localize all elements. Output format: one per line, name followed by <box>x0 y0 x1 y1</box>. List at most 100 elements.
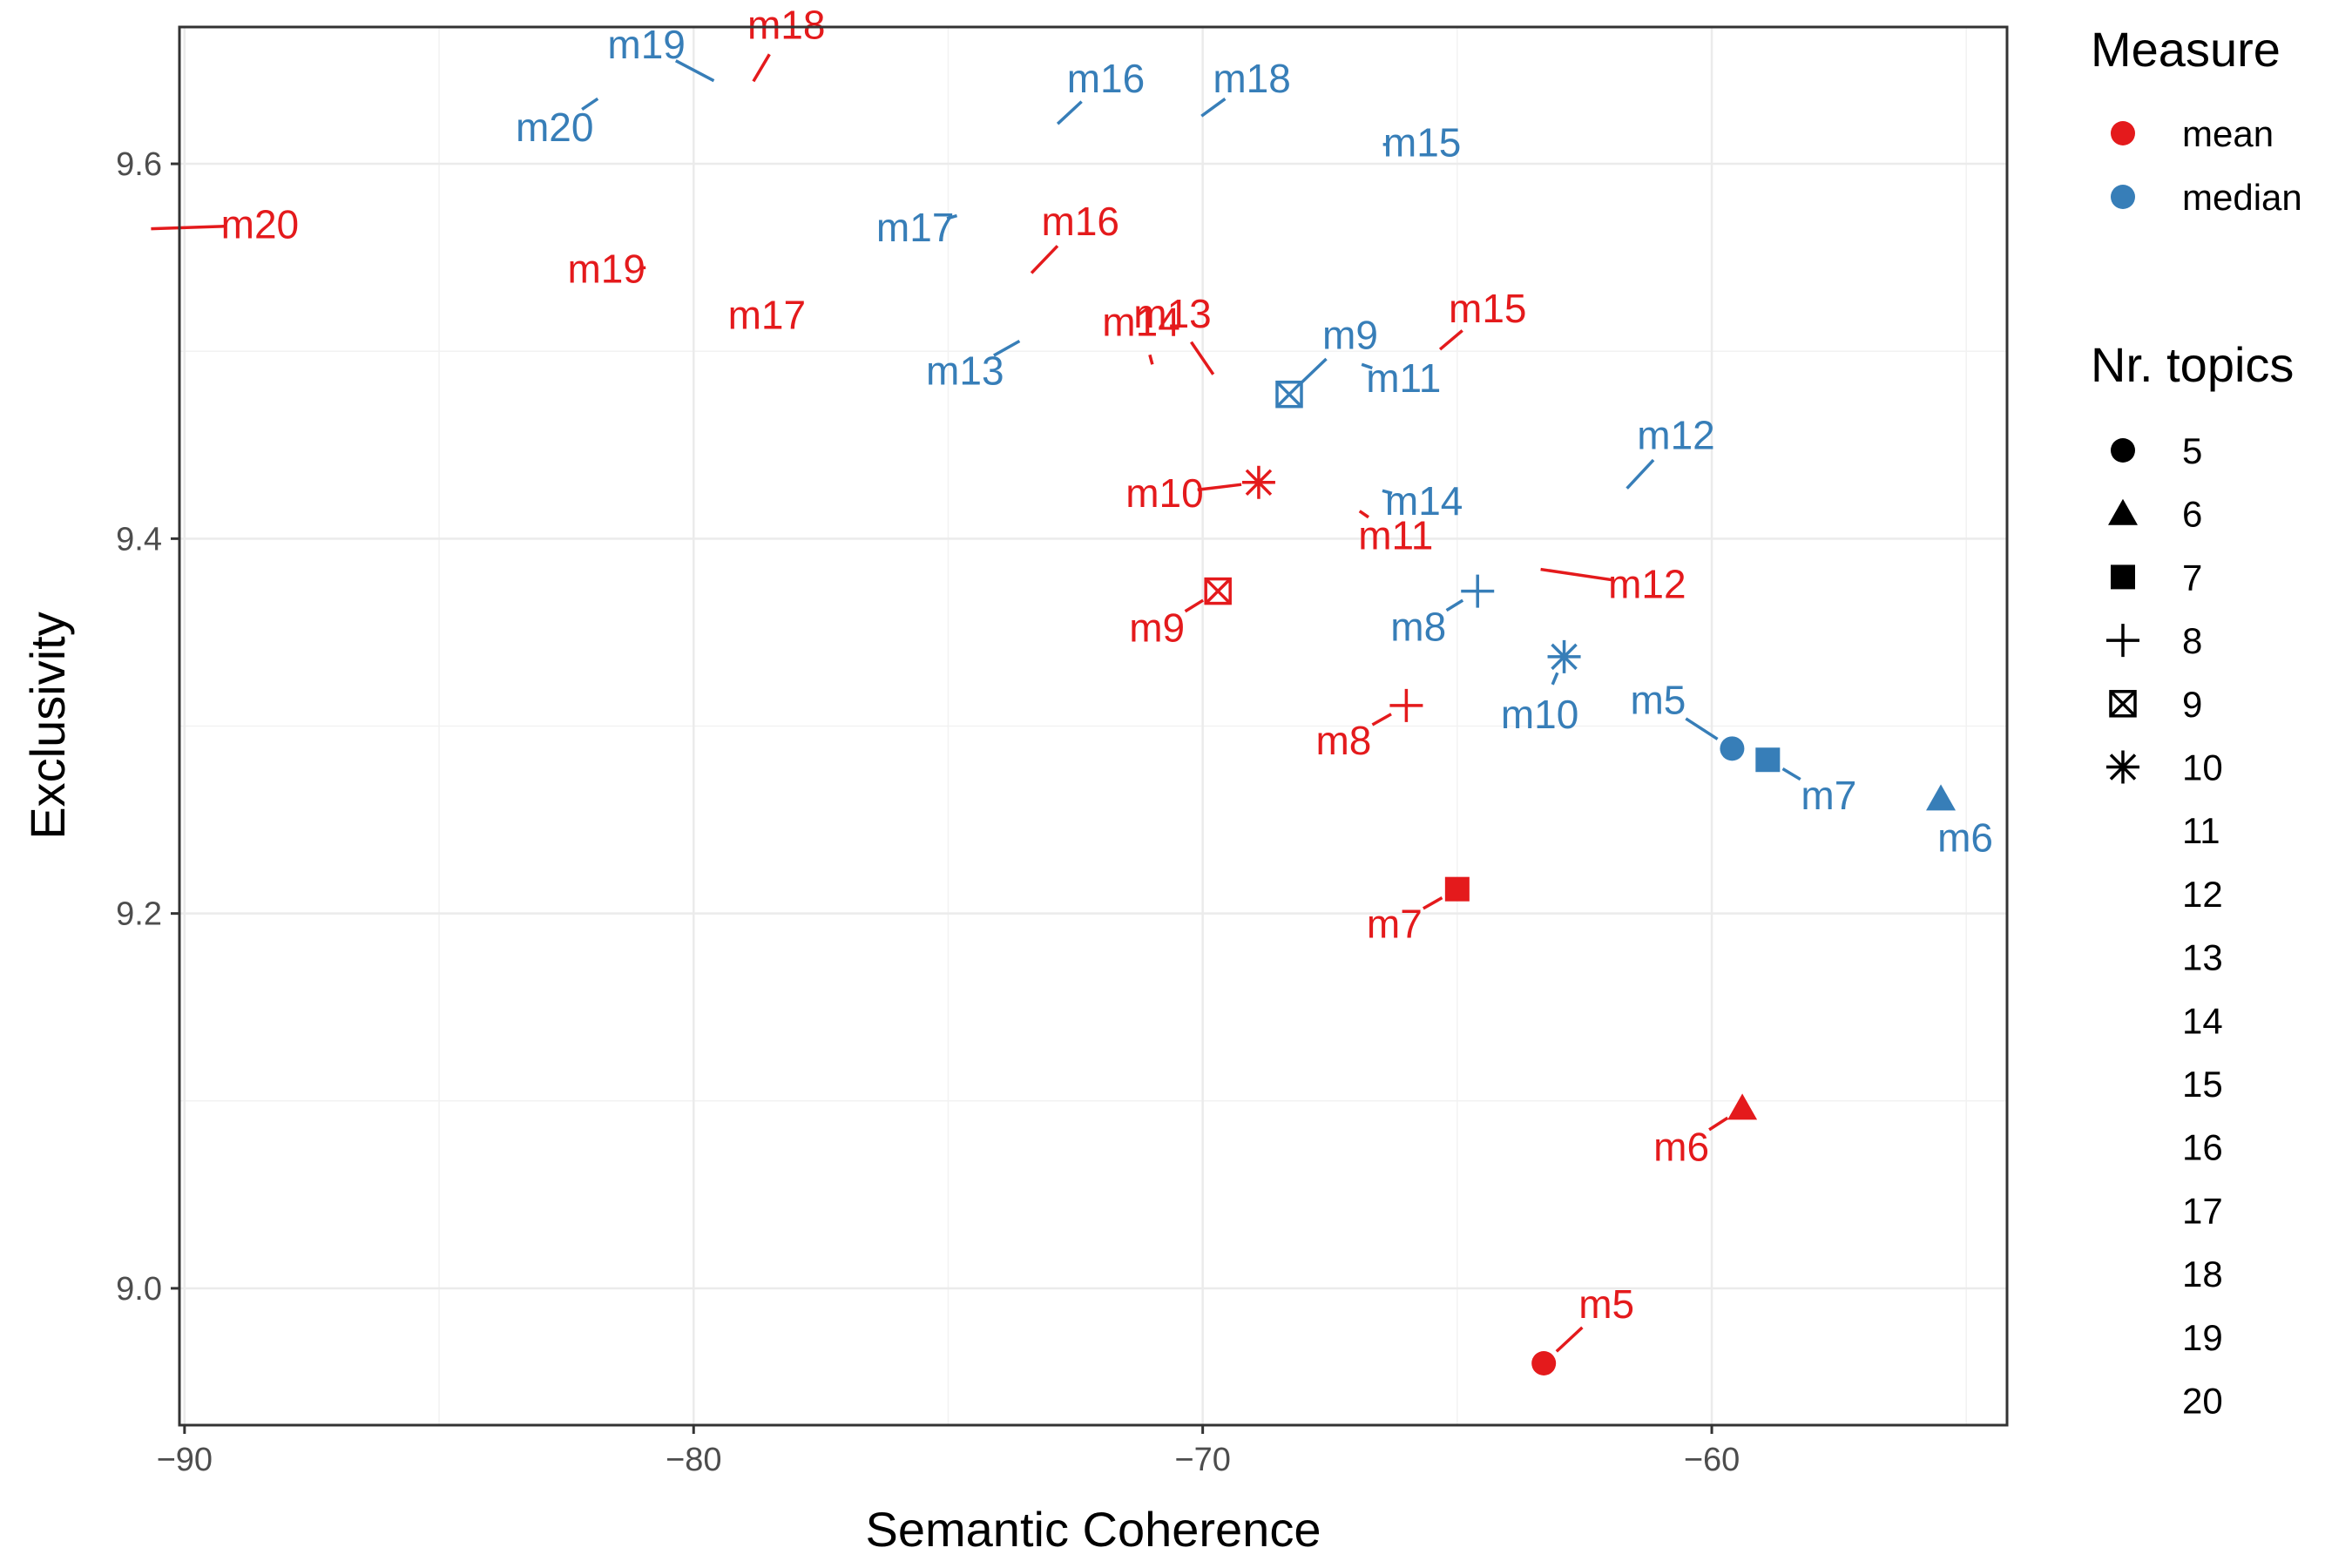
median-point-m7 <box>1755 747 1781 773</box>
median-label-m10: m10 <box>1501 692 1578 737</box>
mean-point-m6-triangle <box>1727 1093 1758 1120</box>
legend-label-topics-7: 7 <box>2182 557 2202 598</box>
mean-label-m10: m10 <box>1125 470 1203 516</box>
mean-point-m7-square <box>1444 876 1470 902</box>
median-label-m11: m11 <box>1366 355 1441 401</box>
y-tick-label-2: 9.4 <box>116 521 162 558</box>
legend-items: mean median 5 6 7 8 9 10 11 12 13 14 15 16 17 18 19 20 <box>2106 113 2302 1422</box>
mean-label-m14: m14 <box>1102 300 1179 345</box>
axes: −90 −80 −70 −60 9.0 9.2 9.4 9.6 <box>116 146 1740 1478</box>
median-leader-m12 <box>1625 458 1655 490</box>
legend-label-topics-18: 18 <box>2182 1254 2223 1294</box>
median-leader-m10 <box>1551 672 1559 686</box>
legend-label-topics-8: 8 <box>2182 620 2202 661</box>
median-label-m14: m14 <box>1385 478 1463 524</box>
legend-key-median <box>2111 185 2135 209</box>
median-label-m16: m16 <box>1067 56 1145 101</box>
legend-label-topics-20: 20 <box>2182 1381 2223 1422</box>
legend-key-topics-10 <box>2106 750 2139 784</box>
y-tick-label-3: 9.6 <box>116 146 162 183</box>
mean-leader-m14 <box>1148 354 1154 365</box>
legend-label-topics-13: 13 <box>2182 937 2223 978</box>
median-point-m9-box <box>1275 380 1303 409</box>
legend-label-median: median <box>2182 177 2302 218</box>
mean-point-m6 <box>1727 1093 1758 1120</box>
legend-key-topics-8-plus <box>2106 624 2139 658</box>
legend-label-topics-16: 16 <box>2182 1127 2223 1168</box>
mean-label-m13: m13 <box>1133 291 1211 336</box>
legend-label-topics-19: 19 <box>2182 1317 2223 1358</box>
legend-key-topics-9-cross <box>2109 690 2137 718</box>
median-point-m5 <box>1720 736 1745 761</box>
mean-point-m9-cross <box>1204 578 1232 605</box>
mean-leader-m12 <box>1540 567 1615 582</box>
legend-key-mean <box>2111 121 2135 145</box>
median-label-m19: m19 <box>607 22 685 67</box>
legend-label-topics-9: 9 <box>2182 684 2202 725</box>
median-point-m10 <box>1547 639 1581 673</box>
median-label-m5: m5 <box>1630 677 1686 722</box>
mean-label-m19: m19 <box>567 246 645 291</box>
legend-label-topics-17: 17 <box>2182 1190 2223 1231</box>
median-label-m17: m17 <box>876 205 954 250</box>
median-point-m7-square <box>1755 747 1781 773</box>
legend-label-mean: mean <box>2182 113 2274 154</box>
y-axis-title: Exclusivity <box>20 612 75 839</box>
mean-leader-m5 <box>1555 1326 1584 1353</box>
median-point-m8 <box>1461 574 1495 608</box>
median-leader-m19 <box>674 59 715 83</box>
legend-key-topics-9-box <box>2109 690 2137 718</box>
legend-label-topics-12: 12 <box>2182 874 2223 915</box>
mean-leader-m7 <box>1423 896 1443 910</box>
legend-key-topics-5 <box>2111 438 2135 463</box>
median-label-m13: m13 <box>926 348 1004 394</box>
median-label-m15: m15 <box>1383 120 1461 166</box>
mean-label-m15: m15 <box>1449 286 1526 331</box>
median-leader-m18 <box>1200 98 1227 118</box>
x-axis-title: Semantic Coherence <box>866 1502 1321 1557</box>
mean-leader-m8 <box>1371 713 1392 727</box>
mean-label-m17: m17 <box>728 292 806 337</box>
median-leader-m9 <box>1301 357 1328 384</box>
median-leader-m13 <box>993 339 1021 357</box>
legend-key-topics-8 <box>2106 624 2139 658</box>
x-tick-label-0: −90 <box>157 1442 213 1478</box>
mean-label-m11: m11 <box>1358 512 1433 558</box>
mean-point-m5-circle <box>1531 1351 1557 1376</box>
median-leader-m8 <box>1445 598 1464 612</box>
median-leader-m11 <box>1361 362 1373 370</box>
mean-point-m8-plus <box>1389 688 1423 722</box>
legend-label-topics-5: 5 <box>2182 430 2202 471</box>
grid-lines <box>179 27 2007 1425</box>
legend-key-topics-9 <box>2109 690 2137 718</box>
median-leader-m20 <box>581 97 599 112</box>
mean-leader-m13 <box>1189 341 1215 375</box>
median-leader-m16 <box>1056 100 1083 125</box>
mean-leader-m20 <box>151 224 227 231</box>
mean-label-m18: m18 <box>747 3 825 48</box>
mean-leader-m18 <box>752 53 771 83</box>
legend-key-topics-6 <box>2108 498 2138 525</box>
median-point-m6-triangle <box>1926 784 1957 811</box>
mean-point-m5 <box>1531 1351 1557 1376</box>
legend-key-topics-6-triangle <box>2108 498 2138 525</box>
legend-title-topics: Nr. topics <box>2091 337 2294 392</box>
x-tick-label-2: −70 <box>1174 1442 1230 1478</box>
mean-point-m9 <box>1204 577 1232 605</box>
mean-leader-m15 <box>1438 329 1463 351</box>
median-label-m8: m8 <box>1390 605 1446 650</box>
mean-leader-m6 <box>1708 1116 1729 1132</box>
mean-point-m8 <box>1389 688 1423 722</box>
legend-label-topics-11: 11 <box>2182 810 2220 851</box>
median-point-m5-circle <box>1720 736 1745 761</box>
legend-key-topics-10-asterisk <box>2106 750 2139 784</box>
legend-title-measure: Measure <box>2091 22 2281 77</box>
median-leader-m5 <box>1685 717 1719 740</box>
mean-leader-m9 <box>1184 598 1205 613</box>
y-tick-label-0: 9.0 <box>116 1271 162 1308</box>
legend-key-topics-5-circle <box>2111 438 2135 463</box>
median-label-m18: m18 <box>1213 56 1290 101</box>
mean-label-m9: m9 <box>1129 605 1185 651</box>
median-point-m8-plus <box>1461 574 1495 608</box>
